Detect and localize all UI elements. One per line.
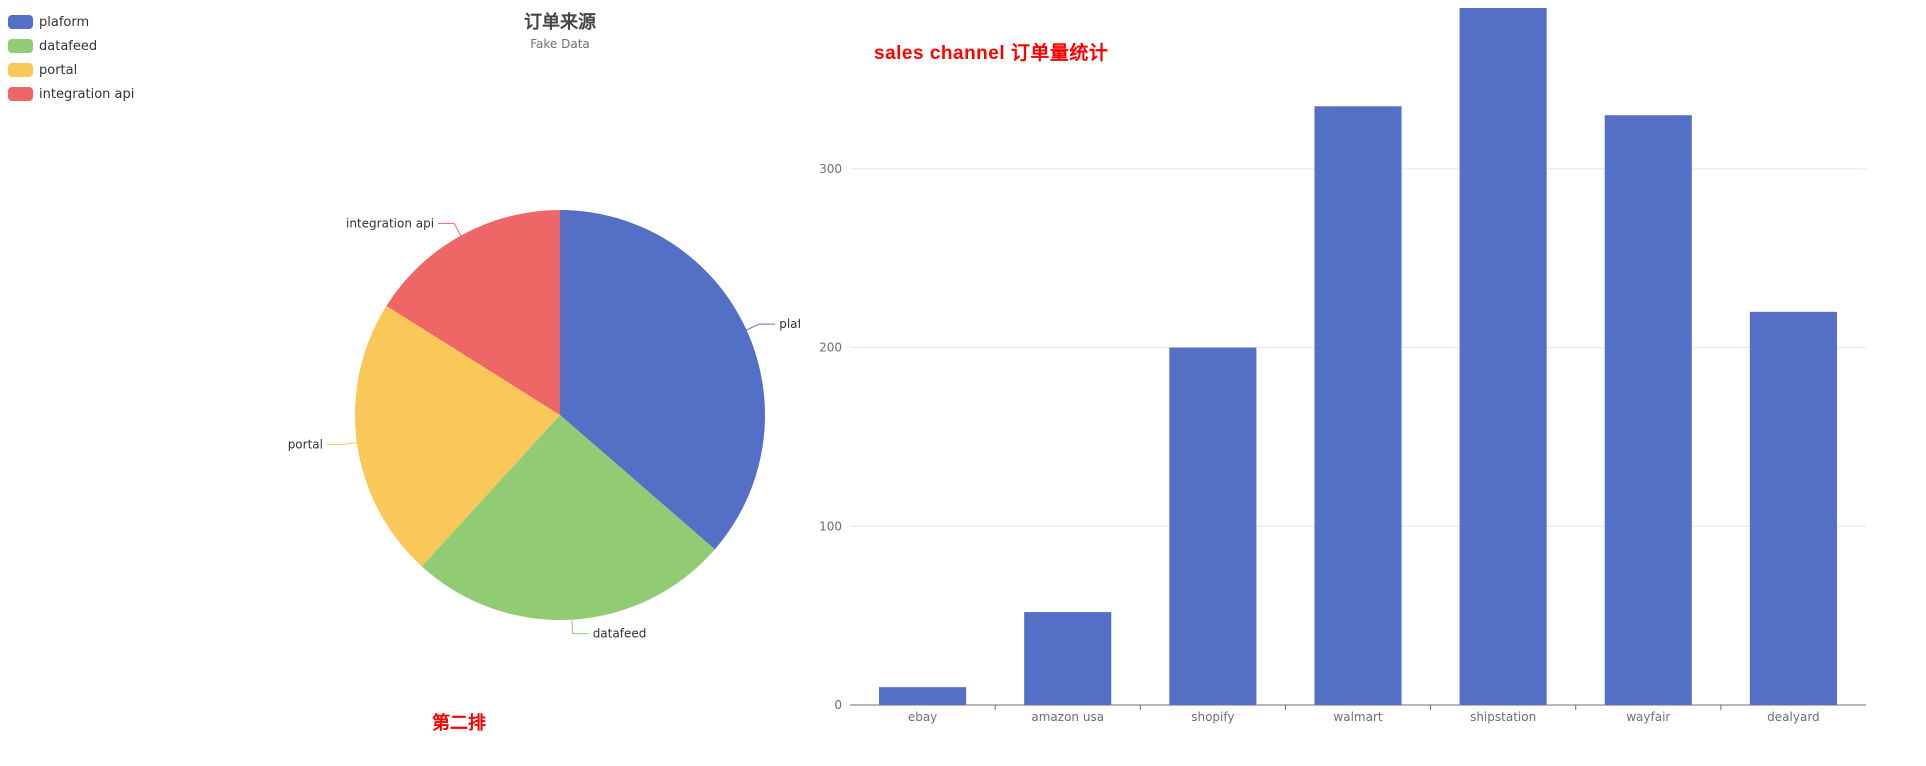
legend-label-integration-api: integration api	[39, 86, 135, 102]
bar-ebay[interactable]	[879, 687, 967, 705]
legend-swatch-integration-api	[8, 87, 33, 101]
x-tick-label-wayfair: wayfair	[1626, 710, 1670, 724]
y-tick-label: 300	[819, 162, 842, 176]
x-tick-label-shopify: shopify	[1191, 710, 1234, 724]
bar-dealyard[interactable]	[1749, 311, 1837, 705]
pie-leader-portal	[326, 442, 357, 445]
pie-slice-plaform[interactable]	[560, 210, 766, 550]
legend-item-plaform[interactable]: plaform	[8, 10, 134, 34]
bar-chart-title: sales channel 订单量统计	[874, 43, 1109, 64]
pie-slice-integration-api[interactable]	[386, 210, 560, 415]
legend-item-portal[interactable]: portal	[8, 58, 134, 82]
pie-leader-plaform	[746, 323, 776, 331]
pie-slice-portal[interactable]	[354, 305, 560, 567]
x-tick-label-dealyard: dealyard	[1767, 710, 1819, 724]
y-tick-label: 100	[819, 519, 842, 533]
y-tick-label: 0	[834, 698, 842, 712]
legend-label-plaform: plaform	[39, 14, 90, 30]
bar-walmart[interactable]	[1314, 106, 1402, 706]
legend-label-datafeed: datafeed	[39, 38, 98, 54]
legend-swatch-datafeed	[8, 39, 33, 53]
legend-item-datafeed[interactable]: datafeed	[8, 34, 134, 58]
bar-shopify[interactable]	[1169, 347, 1257, 705]
pie-label-integration-api: integration api	[346, 216, 434, 230]
legend-swatch-portal	[8, 63, 33, 77]
pie-leader-integration-api	[438, 222, 462, 236]
legend-label-portal: portal	[39, 62, 78, 78]
x-tick-label-amazon-usa: amazon usa	[1031, 710, 1104, 724]
pie-slice-datafeed[interactable]	[421, 415, 715, 620]
bar-shipstation[interactable]	[1459, 8, 1547, 705]
pie-leader-datafeed	[571, 619, 589, 635]
bar-amazon-usa[interactable]	[1024, 612, 1112, 705]
pie-chart: plaform datafeed portal integration api	[288, 210, 800, 641]
pie-label-datafeed: datafeed	[593, 627, 647, 641]
x-tick-label-shipstation: shipstation	[1470, 710, 1536, 724]
bar-wayfair[interactable]	[1604, 115, 1692, 705]
pie-subtitle: Fake Data	[530, 37, 590, 51]
y-tick-label: 200	[819, 341, 842, 355]
pie-title: 订单来源	[524, 12, 596, 33]
pie-label-portal: portal	[288, 437, 323, 451]
pie-legend: plaform datafeed portal integration api	[8, 10, 134, 106]
legend-swatch-plaform	[8, 15, 33, 29]
x-tick-label-ebay: ebay	[908, 710, 937, 724]
x-tick-label-walmart: walmart	[1333, 710, 1382, 724]
second-row-label: 第二排	[432, 713, 486, 734]
legend-item-integration-api[interactable]: integration api	[8, 82, 134, 106]
pie-label-plaform: plaform	[779, 317, 800, 331]
